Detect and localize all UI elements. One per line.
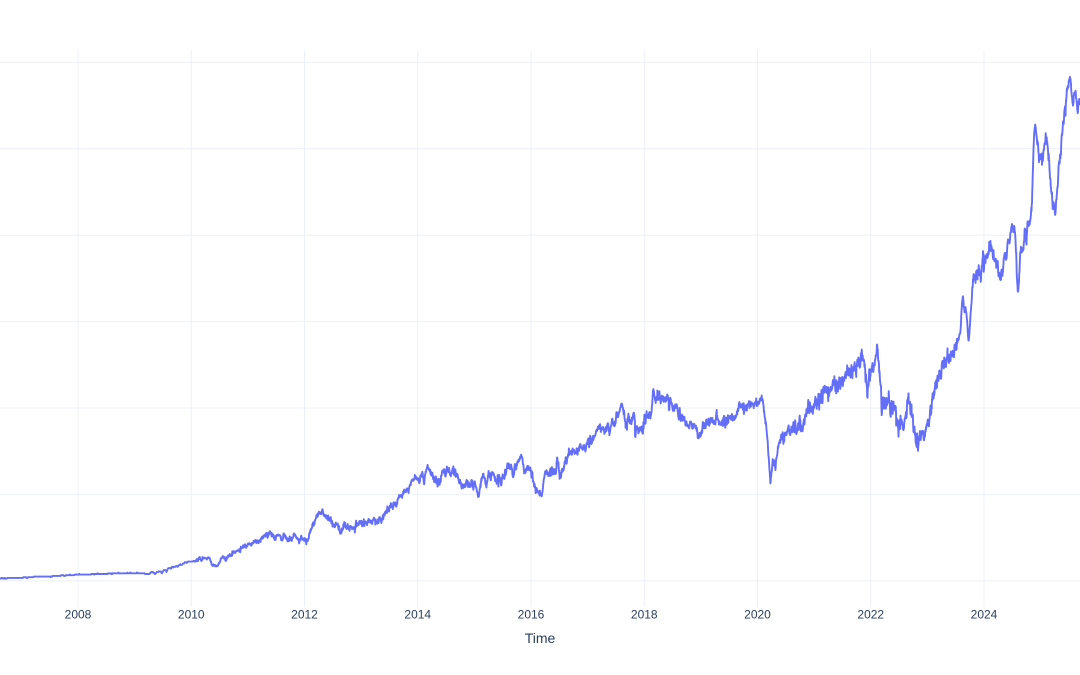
svg-text:2022: 2022 xyxy=(857,608,884,622)
svg-text:2012: 2012 xyxy=(291,608,318,622)
svg-text:2014: 2014 xyxy=(404,608,431,622)
svg-text:2016: 2016 xyxy=(518,608,545,622)
svg-text:Time: Time xyxy=(525,630,556,646)
svg-text:2024: 2024 xyxy=(971,608,998,622)
svg-text:2008: 2008 xyxy=(65,608,92,622)
svg-text:2020: 2020 xyxy=(744,608,771,622)
svg-text:2018: 2018 xyxy=(631,608,658,622)
svg-text:2010: 2010 xyxy=(178,608,205,622)
